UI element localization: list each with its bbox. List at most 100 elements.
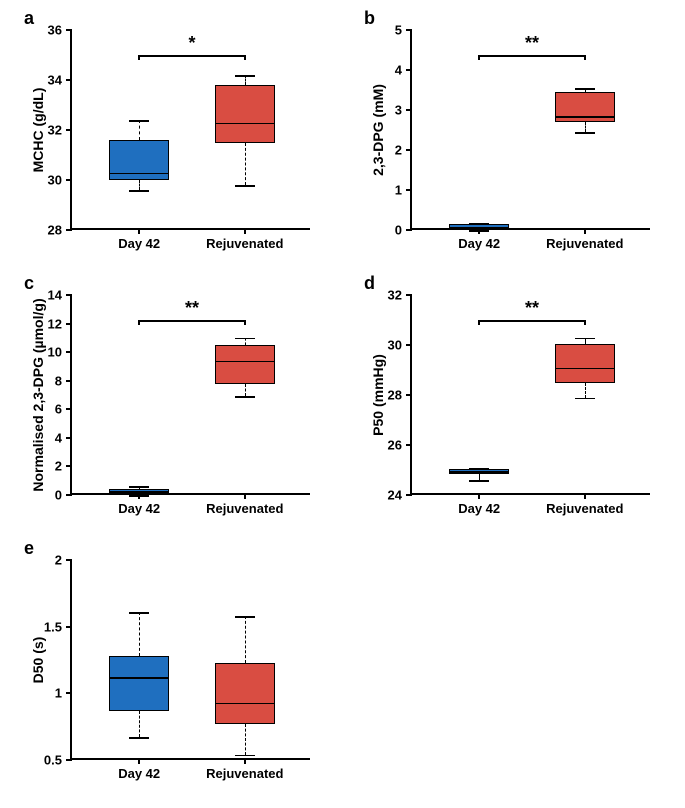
ytick-label: 1.5 <box>44 619 72 634</box>
ytick-label: 12 <box>48 316 72 331</box>
median-line <box>109 677 169 679</box>
significance-bar-end <box>584 320 586 325</box>
ytick-label: 30 <box>48 173 72 188</box>
panel-c: c02468101214Day 42Rejuvenated**Normalise… <box>70 295 310 495</box>
whisker <box>245 384 246 397</box>
box <box>555 344 615 383</box>
ytick-label: 0 <box>395 223 412 238</box>
ytick-label: 36 <box>48 23 72 38</box>
median-line <box>109 491 169 493</box>
median-line <box>555 368 615 370</box>
y-axis-label: P50 (mmHg) <box>370 354 386 436</box>
whisker-cap <box>575 88 595 90</box>
significance-bar-end <box>244 55 246 60</box>
whisker-cap <box>235 185 255 187</box>
box <box>109 656 169 711</box>
significance-bar <box>139 320 245 322</box>
significance-bar-end <box>478 55 480 60</box>
xtick-label: Rejuvenated <box>546 493 623 516</box>
whisker-cap <box>129 190 149 192</box>
median-line <box>449 227 509 229</box>
whisker-cap <box>235 338 255 340</box>
whisker-cap <box>129 120 149 122</box>
ytick-label: 0 <box>55 488 72 503</box>
whisker <box>245 75 246 85</box>
panel-e: e0.511.52Day 42RejuvenatedD50 (s) <box>70 560 310 760</box>
ytick-label: 3 <box>395 103 412 118</box>
plot-area: 02468101214Day 42Rejuvenated** <box>70 295 310 495</box>
box <box>109 140 169 180</box>
median-line <box>109 173 169 175</box>
panel-a: a2830323436Day 42Rejuvenated*MCHC (g/dL) <box>70 30 310 230</box>
whisker <box>139 612 140 656</box>
ytick-label: 26 <box>388 438 412 453</box>
ytick-label: 24 <box>388 488 412 503</box>
whisker <box>585 383 586 398</box>
whisker-cap <box>129 495 149 497</box>
ytick-label: 2 <box>55 459 72 474</box>
xtick-label: Day 42 <box>458 493 500 516</box>
median-line <box>215 703 275 705</box>
y-axis-label: 2,3-DPG (mM) <box>370 84 386 176</box>
significance-bar-end <box>584 55 586 60</box>
panel-label-b: b <box>364 8 375 29</box>
significance-bar-end <box>244 320 246 325</box>
panel-label-d: d <box>364 273 375 294</box>
whisker <box>245 143 246 186</box>
median-line <box>555 116 615 118</box>
whisker <box>139 120 140 140</box>
ytick-label: 28 <box>388 388 412 403</box>
ytick-label: 1 <box>395 183 412 198</box>
significance-bar-end <box>478 320 480 325</box>
ytick-label: 14 <box>48 288 72 303</box>
significance-bar-end <box>138 55 140 60</box>
whisker-cap <box>469 480 489 482</box>
ytick-label: 6 <box>55 402 72 417</box>
ytick-label: 4 <box>395 63 412 78</box>
median-line <box>215 361 275 363</box>
panel-b: b012345Day 42Rejuvenated**2,3-DPG (mM) <box>410 30 650 230</box>
significance-marker: ** <box>525 33 539 54</box>
ytick-label: 32 <box>388 288 412 303</box>
whisker-cap <box>129 737 149 739</box>
panel-label-a: a <box>24 8 34 29</box>
plot-area: 2830323436Day 42Rejuvenated* <box>70 30 310 230</box>
whisker <box>245 724 246 755</box>
whisker-cap <box>129 612 149 614</box>
ytick-label: 5 <box>395 23 412 38</box>
significance-bar <box>479 320 585 322</box>
xtick-label: Rejuvenated <box>206 493 283 516</box>
ytick-label: 2 <box>55 553 72 568</box>
whisker <box>245 616 246 663</box>
y-axis-label: D50 (s) <box>30 637 46 684</box>
significance-marker: ** <box>185 298 199 319</box>
ytick-label: 32 <box>48 123 72 138</box>
whisker-cap <box>235 75 255 77</box>
ytick-label: 2 <box>395 143 412 158</box>
xtick-label: Rejuvenated <box>206 228 283 251</box>
whisker-cap <box>235 616 255 618</box>
significance-bar-end <box>138 320 140 325</box>
plot-area: 0.511.52Day 42Rejuvenated <box>70 560 310 760</box>
y-axis-label: Normalised 2,3-DPG (µmol/g) <box>30 298 46 491</box>
whisker-cap <box>235 755 255 757</box>
xtick-label: Rejuvenated <box>206 758 283 781</box>
whisker <box>139 711 140 738</box>
whisker-cap <box>575 132 595 134</box>
significance-bar <box>139 55 245 57</box>
box <box>215 345 275 384</box>
ytick-label: 1 <box>55 686 72 701</box>
box <box>555 92 615 122</box>
xtick-label: Day 42 <box>118 228 160 251</box>
box <box>215 663 275 724</box>
ytick-label: 28 <box>48 223 72 238</box>
xtick-label: Rejuvenated <box>546 228 623 251</box>
whisker-cap <box>235 396 255 398</box>
panel-d: d2426283032Day 42Rejuvenated**P50 (mmHg) <box>410 295 650 495</box>
ytick-label: 4 <box>55 430 72 445</box>
figure-root: a2830323436Day 42Rejuvenated*MCHC (g/dL)… <box>0 0 685 808</box>
significance-marker: * <box>188 33 195 54</box>
significance-marker: ** <box>525 298 539 319</box>
median-line <box>449 471 509 473</box>
significance-bar <box>479 55 585 57</box>
